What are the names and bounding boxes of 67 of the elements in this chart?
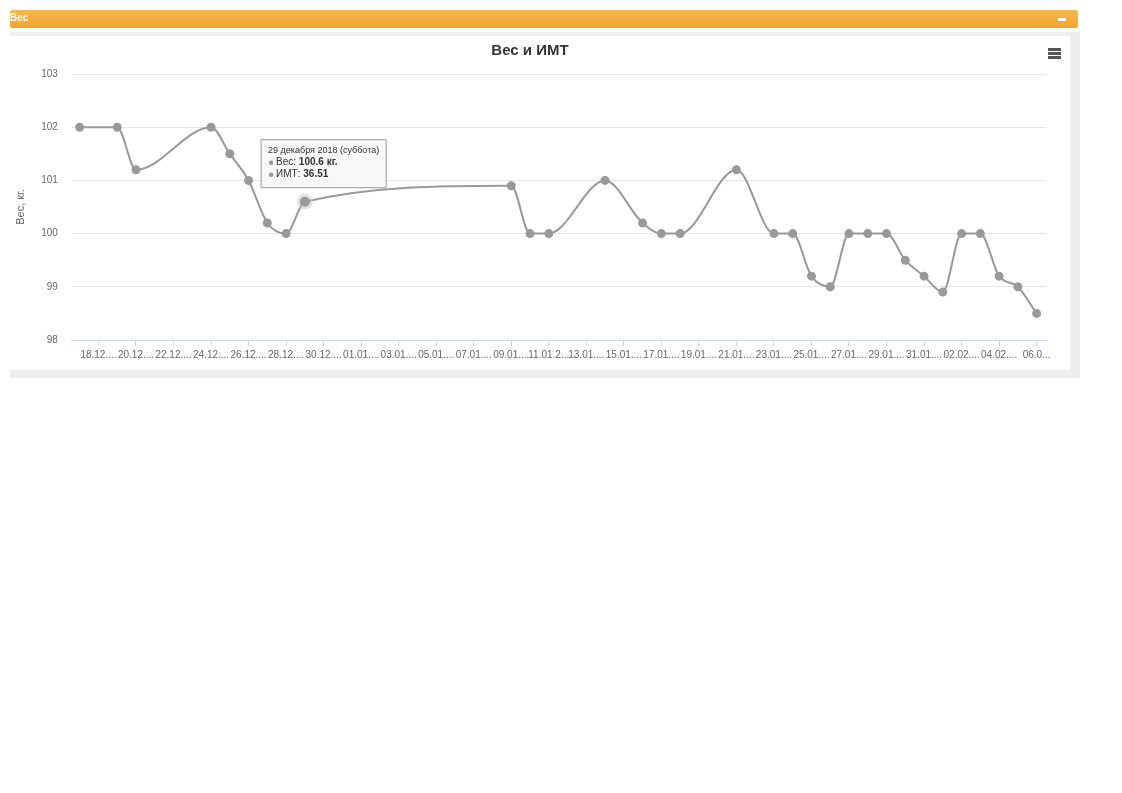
x-tick-label: 21.01.... <box>718 348 755 360</box>
x-tick-label: 15.01.... <box>605 348 642 360</box>
x-tick-label: 01.01.... <box>343 348 380 360</box>
x-tick-label: 19.01.... <box>680 348 717 360</box>
x-tick-label: 28.12.... <box>268 348 305 360</box>
y-tick-label: 100 <box>41 227 59 239</box>
point <box>131 165 141 175</box>
x-tick-label: 03.01.... <box>380 348 417 360</box>
point <box>206 122 216 132</box>
x-tick-label: 27.01.... <box>830 348 868 360</box>
chart-title: Вес и ИМТ <box>491 41 569 59</box>
x-tick-label: 24.12.... <box>192 348 230 360</box>
point <box>919 271 929 281</box>
point <box>1032 308 1042 318</box>
point <box>769 229 779 239</box>
point <box>844 229 854 239</box>
x-tick-label: 04.02.... <box>981 348 1018 360</box>
point <box>863 229 873 239</box>
x-tick-label: 22.12.... <box>155 348 192 360</box>
x-tick-label: 06.0... <box>1022 348 1051 360</box>
point <box>788 229 798 239</box>
point <box>957 229 967 239</box>
y-tick-label: 102 <box>41 120 59 132</box>
point <box>882 229 892 239</box>
point <box>825 282 835 292</box>
x-tick-label: 29.01.... <box>868 348 905 360</box>
x-tick-label: 26.12.... <box>230 348 267 360</box>
x-tick-label: 23.01.... <box>755 348 793 360</box>
point <box>112 122 122 132</box>
x-tick-label: 07.01.... <box>455 348 492 360</box>
point <box>656 229 666 239</box>
point <box>544 229 554 239</box>
point <box>675 229 685 239</box>
y-axis-title: Вес, кг. <box>13 189 26 225</box>
x-tick-label: 17.01.... <box>643 348 680 360</box>
point <box>225 149 235 159</box>
annotation: 29 декабря 2018 (суббота) Вес: 100.6 кг. ИМТ: 36.51 <box>268 145 380 180</box>
point <box>994 271 1004 281</box>
point <box>506 181 516 191</box>
x-tick-label: 05.01.... <box>418 348 455 360</box>
x-tick-label: 25.01.... <box>793 348 830 360</box>
text: Вес <box>10 12 29 23</box>
y-tick-label: 98 <box>46 333 59 345</box>
point <box>262 218 272 228</box>
x-tick-label: 02.02.... <box>943 348 980 360</box>
point <box>938 287 948 297</box>
x-tick-label: 11.01.2... <box>528 348 570 360</box>
x-tick-label: 20.12.... <box>117 348 155 360</box>
point <box>638 218 648 228</box>
y-tick-label: 101 <box>41 174 59 186</box>
point <box>281 229 291 239</box>
x-tick-label: 30.12.... <box>305 348 342 360</box>
point <box>731 165 741 175</box>
x-tick-label: 18.12.... <box>80 348 117 360</box>
point <box>600 175 610 185</box>
point <box>1013 282 1023 292</box>
point <box>244 175 254 185</box>
point <box>75 122 85 132</box>
x-tick-label: 09.01.... <box>493 348 530 360</box>
x-tick-label: 13.01.... <box>568 348 605 360</box>
point <box>806 271 816 281</box>
x-tick-label: 31.01.... <box>905 348 943 360</box>
y-tick-label: 103 <box>41 67 59 79</box>
point <box>975 229 985 239</box>
point <box>525 229 535 239</box>
y-tick-label: 99 <box>46 280 59 292</box>
point <box>900 255 910 265</box>
